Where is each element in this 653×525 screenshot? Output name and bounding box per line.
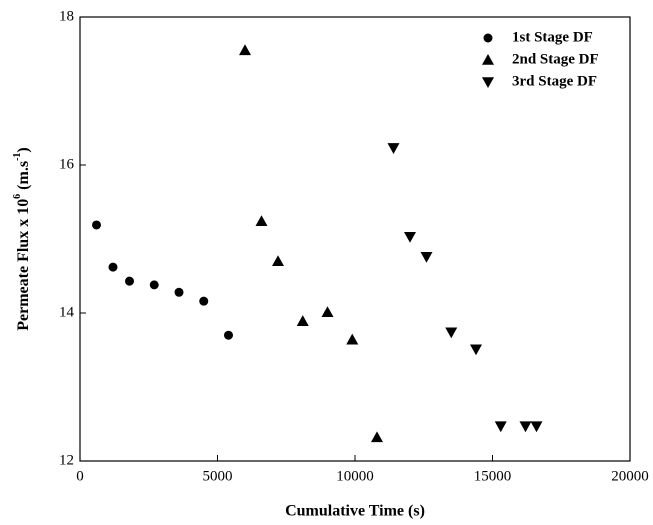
point <box>125 276 134 286</box>
legend-marker <box>482 77 494 88</box>
point <box>494 421 507 433</box>
x-tick-label: 5000 <box>203 468 233 484</box>
point <box>404 231 416 243</box>
label-part: Permeate Flux x 10 <box>15 199 32 331</box>
point <box>470 344 482 356</box>
point <box>272 255 284 266</box>
point <box>530 421 543 433</box>
x-axis-label: Cumulative Time (s) <box>285 503 425 520</box>
x-tick-label: 15000 <box>474 468 512 484</box>
point <box>199 296 209 306</box>
point <box>174 287 184 297</box>
point <box>92 220 101 230</box>
legend-marker <box>483 33 493 43</box>
point <box>296 315 309 326</box>
point <box>255 215 268 227</box>
point <box>346 333 359 345</box>
y-tick-label: 12 <box>59 452 74 468</box>
point <box>519 421 532 433</box>
point <box>445 327 458 339</box>
y-tick-label: 18 <box>59 8 74 24</box>
point <box>371 431 383 443</box>
legend-marker <box>482 54 494 65</box>
point <box>239 44 251 56</box>
point <box>108 262 118 272</box>
label-part: ) <box>15 147 32 152</box>
point <box>321 306 334 318</box>
legend-label: 2nd Stage DF <box>512 51 599 67</box>
superscript: -1 <box>12 153 23 161</box>
superscript: 6 <box>12 194 23 199</box>
point <box>387 143 400 154</box>
x-tick-label: 20000 <box>611 468 649 484</box>
label-part: (m.s <box>15 161 32 194</box>
legend-label: 3rd Stage DF <box>512 73 597 89</box>
y-axis-label: Permeate Flux x 106 (m.s-1) <box>12 147 31 331</box>
x-tick-label: 0 <box>76 468 84 484</box>
legend-label: 1st Stage DF <box>512 29 593 45</box>
y-tick-label: 14 <box>59 304 75 320</box>
x-tick-label: 10000 <box>336 468 374 484</box>
point <box>224 330 233 340</box>
point <box>149 280 159 290</box>
y-tick-label: 16 <box>59 156 75 172</box>
point <box>420 251 433 263</box>
